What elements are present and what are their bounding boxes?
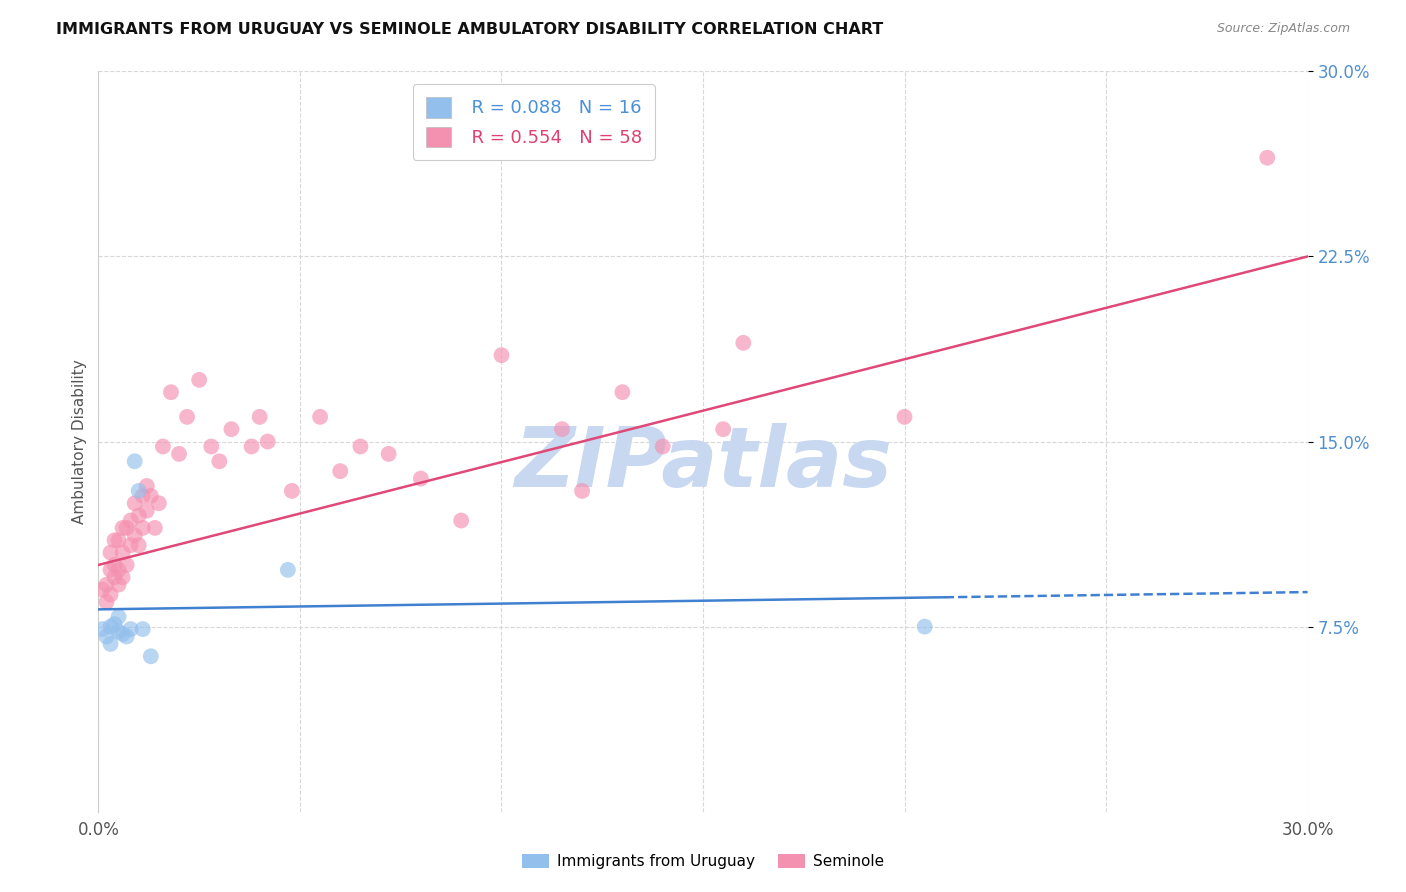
Point	[176, 409, 198, 424]
Point	[143, 521, 166, 535]
Point	[96, 630, 118, 644]
Point	[111, 570, 134, 584]
Point	[128, 538, 150, 552]
Point	[409, 471, 432, 485]
Point	[135, 479, 157, 493]
Point	[612, 385, 634, 400]
Point	[249, 409, 271, 424]
Point	[135, 503, 157, 517]
Point	[167, 447, 190, 461]
Point	[124, 454, 146, 468]
Point	[139, 649, 162, 664]
Legend:   R = 0.088   N = 16,   R = 0.554   N = 58: R = 0.088 N = 16, R = 0.554 N = 58	[413, 84, 655, 160]
Point	[148, 496, 170, 510]
Point	[277, 563, 299, 577]
Point	[100, 637, 122, 651]
Point	[103, 558, 125, 572]
Point	[152, 440, 174, 454]
Point	[551, 422, 574, 436]
Point	[103, 617, 125, 632]
Text: IMMIGRANTS FROM URUGUAY VS SEMINOLE AMBULATORY DISABILITY CORRELATION CHART: IMMIGRANTS FROM URUGUAY VS SEMINOLE AMBU…	[56, 22, 883, 37]
Point	[103, 533, 125, 548]
Point	[208, 454, 231, 468]
Point	[111, 546, 134, 560]
Point	[132, 521, 155, 535]
Point	[115, 521, 138, 535]
Point	[107, 609, 129, 624]
Point	[100, 546, 122, 560]
Point	[115, 630, 138, 644]
Point	[91, 622, 114, 636]
Point	[281, 483, 304, 498]
Point	[91, 582, 114, 597]
Point	[188, 373, 211, 387]
Point	[132, 622, 155, 636]
Point	[450, 514, 472, 528]
Point	[124, 496, 146, 510]
Point	[893, 409, 915, 424]
Point	[96, 577, 118, 591]
Legend: Immigrants from Uruguay, Seminole: Immigrants from Uruguay, Seminole	[516, 848, 890, 875]
Point	[100, 588, 122, 602]
Point	[107, 533, 129, 548]
Point	[240, 440, 263, 454]
Point	[115, 558, 138, 572]
Y-axis label: Ambulatory Disability: Ambulatory Disability	[72, 359, 87, 524]
Point	[200, 440, 222, 454]
Point	[377, 447, 399, 461]
Text: ZIPatlas: ZIPatlas	[515, 423, 891, 504]
Point	[711, 422, 734, 436]
Text: Source: ZipAtlas.com: Source: ZipAtlas.com	[1216, 22, 1350, 36]
Point	[160, 385, 183, 400]
Point	[100, 563, 122, 577]
Point	[107, 563, 129, 577]
Point	[132, 489, 155, 503]
Point	[107, 624, 129, 639]
Point	[111, 627, 134, 641]
Point	[651, 440, 673, 454]
Point	[124, 528, 146, 542]
Point	[914, 619, 936, 633]
Point	[256, 434, 278, 449]
Point	[111, 521, 134, 535]
Point	[107, 577, 129, 591]
Point	[309, 409, 332, 424]
Point	[120, 538, 142, 552]
Point	[349, 440, 371, 454]
Point	[128, 508, 150, 523]
Point	[120, 622, 142, 636]
Point	[139, 489, 162, 503]
Point	[221, 422, 243, 436]
Point	[103, 570, 125, 584]
Point	[96, 595, 118, 609]
Point	[571, 483, 593, 498]
Point	[491, 348, 513, 362]
Point	[100, 619, 122, 633]
Point	[120, 514, 142, 528]
Point	[733, 335, 755, 350]
Point	[1256, 151, 1278, 165]
Point	[128, 483, 150, 498]
Point	[329, 464, 352, 478]
